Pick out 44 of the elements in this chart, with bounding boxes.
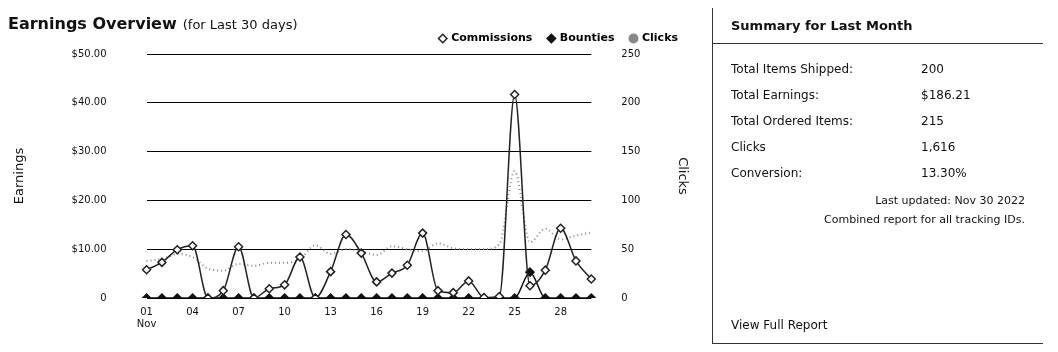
legend-label: Commissions	[451, 31, 533, 45]
y-tick-label: $20.00	[71, 193, 107, 205]
y-tick-label: $10.00	[71, 242, 107, 254]
text: Clicks	[731, 140, 767, 154]
x-tick-label: 04	[186, 305, 199, 317]
line-series	[145, 170, 593, 272]
y2-tick-label: 200	[621, 96, 641, 108]
y2-tick-label: 0	[621, 291, 628, 303]
y-tick-label: $50.00	[71, 47, 107, 59]
y2-tick-label: 100	[621, 193, 641, 205]
x-tick-label: 22	[462, 305, 475, 317]
text: 200	[921, 62, 944, 76]
legend-label: Bounties	[559, 31, 615, 45]
y2-axis-title: Clicks	[675, 157, 691, 196]
text: Total Ordered Items:	[731, 114, 855, 128]
text: $186.21	[921, 88, 971, 102]
text: 1,616	[921, 140, 956, 154]
x-tick-label: 13	[324, 305, 337, 317]
text: Conversion:	[731, 166, 804, 180]
y-axis-title: Earnings	[11, 147, 27, 205]
y-tick-label: 0	[100, 291, 107, 303]
y2-tick-label: 250	[621, 47, 641, 59]
x-tick-label: 19	[416, 305, 429, 317]
chart-title: Earnings Overview	[8, 14, 177, 33]
text: Total Items Shipped:	[731, 62, 855, 76]
legend-label: Clicks	[642, 31, 679, 45]
text: 215	[921, 114, 944, 128]
text: 13.30%	[921, 166, 967, 180]
y-tick-label: $40.00	[71, 96, 107, 108]
x-tick-label: 07	[232, 305, 245, 317]
x-tick-label: 16	[370, 305, 383, 317]
x-tick-label: 10	[278, 305, 291, 317]
x-tick-label: 01 Nov	[136, 305, 157, 329]
x-tick-label: 25	[508, 305, 521, 317]
y2-tick-label: 150	[621, 145, 641, 157]
y2-tick-label: 50	[621, 242, 635, 254]
x-tick-label: 28	[554, 305, 568, 317]
text: Total Earnings:	[731, 88, 820, 102]
text: Summary for Last Month	[713, 8, 1043, 44]
text: Combined report for all tracking IDs.	[823, 213, 1025, 226]
y-tick-label: $30.00	[71, 145, 107, 157]
chart-subtitle: (for Last 30 days)	[182, 17, 298, 32]
text: Last updated: Nov 30 2022	[874, 194, 1025, 207]
text: View Full Report	[731, 318, 828, 332]
